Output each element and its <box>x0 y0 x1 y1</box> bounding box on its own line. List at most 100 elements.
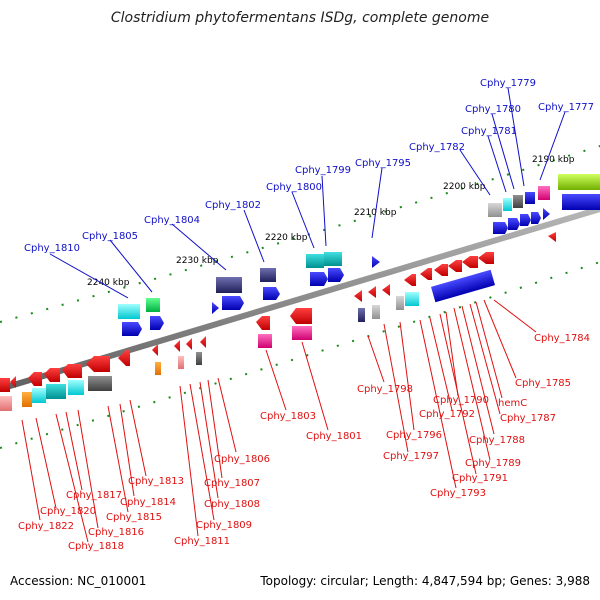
gene-label: Cphy_1787 <box>500 413 556 424</box>
top-leaders <box>49 87 566 299</box>
gene-label: Cphy_1788 <box>469 435 525 446</box>
gene-label: Cphy_1780 <box>465 104 521 115</box>
gene-block <box>513 195 523 208</box>
gene-label: Cphy_1817 <box>66 490 122 501</box>
gene-label: Cphy_1801 <box>306 431 362 442</box>
forward-genes <box>118 174 600 336</box>
gene-block <box>488 203 502 217</box>
bottom-leaders <box>21 299 537 543</box>
gene-label: Cphy_1810 <box>24 243 80 254</box>
gene-label: Cphy_1814 <box>120 497 176 508</box>
gene-arrow <box>118 350 130 366</box>
scale-label: 2200 kbp <box>443 182 486 192</box>
gene-arrow <box>462 256 478 268</box>
gene-label: Cphy_1781 <box>461 126 517 137</box>
gene-label: Cphy_1802 <box>205 200 261 211</box>
gene-label: Cphy_1791 <box>452 473 508 484</box>
gene-block <box>178 356 184 369</box>
gene-label: Cphy_1818 <box>68 541 124 552</box>
gene-label: Cphy_1799 <box>295 165 351 176</box>
gene-arrow <box>543 208 550 220</box>
gene-label: Cphy_1790 <box>433 395 489 406</box>
gene-arrow <box>28 372 42 386</box>
gene-label: Cphy_1785 <box>515 378 571 389</box>
gene-block <box>196 352 202 365</box>
bottom-labels: Cphy_1784 Cphy_1785 hemC Cphy_1787 Cphy_… <box>18 333 590 552</box>
gene-label: Cphy_1782 <box>409 142 465 153</box>
gene-block <box>46 384 66 399</box>
gene-block <box>0 396 12 411</box>
gene-block <box>525 192 535 204</box>
gene-label: Cphy_1816 <box>88 527 144 538</box>
gene-label: Cphy_1803 <box>260 411 316 422</box>
gene-block <box>503 198 512 211</box>
top-labels: Cphy_1779 Cphy_1780 Cphy_1777 Cphy_1781 … <box>24 78 594 254</box>
gene-block <box>538 186 550 200</box>
gene-label: Cphy_1777 <box>538 102 594 113</box>
gene-arrow <box>404 274 416 286</box>
gene-label: Cphy_1808 <box>204 499 260 510</box>
gene-label: Cphy_1815 <box>106 512 162 523</box>
gene-label: hemC <box>498 398 527 409</box>
accession-text: Accession: NC_010001 <box>10 574 147 588</box>
gene-block <box>372 305 380 319</box>
gene-label: Cphy_1793 <box>430 488 486 499</box>
gene-label: Cphy_1784 <box>534 333 590 344</box>
gene-block <box>558 174 600 190</box>
gene-block <box>118 304 140 319</box>
gene-block <box>306 254 324 268</box>
gene-block <box>32 388 46 403</box>
gene-block <box>155 362 161 375</box>
gene-arrow <box>150 316 164 330</box>
gene-arrow <box>122 322 142 336</box>
gene-arrow <box>10 376 16 388</box>
gene-label: Cphy_1811 <box>174 536 230 547</box>
gene-arrow <box>328 268 344 282</box>
gene-label: Cphy_1806 <box>214 454 270 465</box>
gene-arrow <box>200 336 206 348</box>
gene-block <box>292 326 312 340</box>
gene-arrow <box>152 344 158 356</box>
gene-arrow <box>290 308 312 324</box>
gene-label: Cphy_1813 <box>128 476 184 487</box>
gene-arrow <box>434 264 448 276</box>
gene-block <box>146 298 160 312</box>
gene-arrow <box>354 290 362 302</box>
gene-block <box>324 252 342 266</box>
gene-arrow <box>372 256 380 268</box>
gene-arrow <box>493 222 508 234</box>
gene-label: Cphy_1822 <box>18 521 74 532</box>
gene-block <box>430 269 496 303</box>
gene-arrow <box>263 287 280 300</box>
scale-label: 2220 kbp <box>265 233 308 243</box>
gene-arrow <box>420 268 432 280</box>
gene-block <box>396 296 404 310</box>
gene-label: Cphy_1807 <box>204 478 260 489</box>
gene-arrow <box>508 218 520 230</box>
gene-block <box>68 380 84 395</box>
gene-arrow <box>478 252 494 264</box>
gene-arrow <box>174 340 180 352</box>
gene-arrow <box>382 284 390 296</box>
gene-label: Cphy_1779 <box>480 78 536 89</box>
scale-label: 2230 kbp <box>176 256 219 266</box>
gene-arrow <box>310 272 328 286</box>
map-title: Clostridium phytofermentans ISDg, comple… <box>110 10 490 26</box>
gene-label: Cphy_1789 <box>465 458 521 469</box>
gene-label: Cphy_1804 <box>144 215 200 226</box>
gene-arrow <box>531 212 541 224</box>
gene-block <box>88 376 112 391</box>
gene-arrow <box>186 338 192 350</box>
gene-label: Cphy_1797 <box>383 451 439 462</box>
gene-block <box>358 308 365 322</box>
scale-label: 2190 kbp <box>532 155 575 165</box>
genome-summary-text: Topology: circular; Length: 4,847,594 bp… <box>260 574 590 588</box>
gene-arrow <box>256 316 270 330</box>
reverse-genes <box>0 232 556 411</box>
gene-label: Cphy_1798 <box>357 384 413 395</box>
gene-arrow <box>44 368 60 382</box>
gene-arrow <box>548 232 556 242</box>
gene-block <box>216 277 242 293</box>
